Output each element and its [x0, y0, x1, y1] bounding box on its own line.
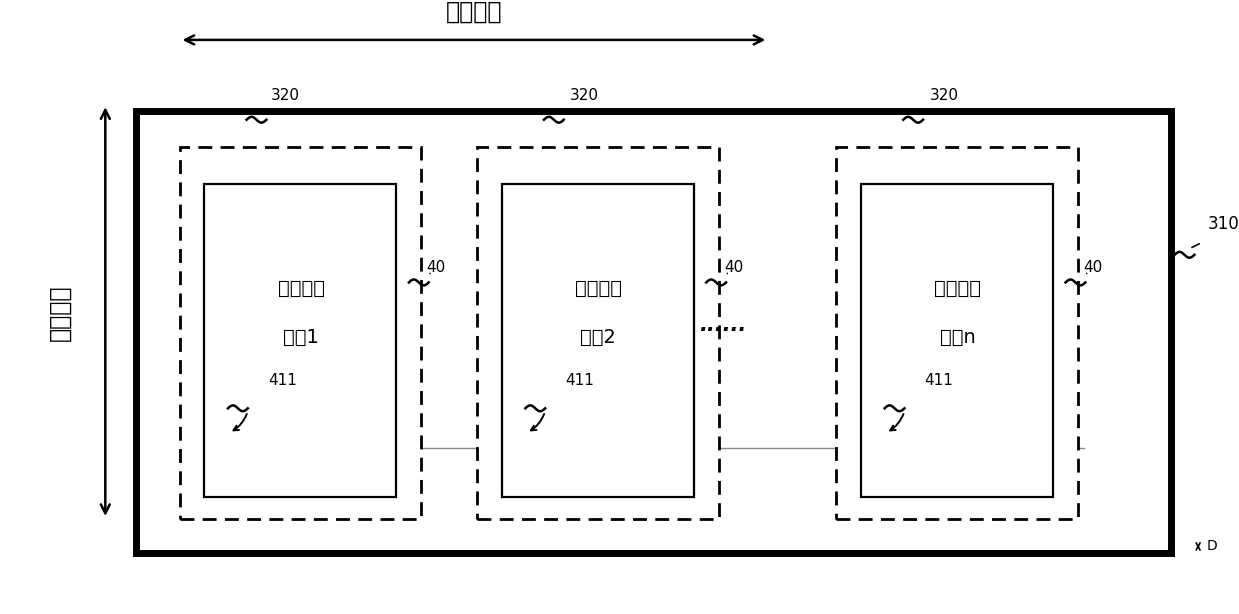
Text: 40: 40 — [426, 260, 446, 274]
Text: 元件2: 元件2 — [581, 328, 616, 347]
Bar — [204, 184, 396, 497]
Bar — [861, 184, 1053, 497]
Bar — [836, 147, 1078, 519]
Text: ......: ...... — [699, 316, 746, 335]
Text: 411: 411 — [268, 373, 297, 388]
Bar — [136, 111, 1171, 553]
Text: 元件n: 元件n — [940, 328, 975, 347]
Text: 默水填充: 默水填充 — [575, 279, 622, 298]
Text: D: D — [1207, 540, 1218, 553]
Text: 320: 320 — [570, 88, 600, 103]
Bar — [477, 147, 719, 519]
Text: 40: 40 — [1083, 260, 1103, 274]
Text: 411: 411 — [924, 373, 954, 388]
Text: 320: 320 — [270, 88, 300, 103]
Text: 默水填充: 默水填充 — [934, 279, 981, 298]
Text: 第二方向: 第二方向 — [47, 285, 72, 341]
Bar — [502, 184, 694, 497]
Text: 320: 320 — [929, 88, 959, 103]
Text: 411: 411 — [565, 373, 595, 388]
Text: 310: 310 — [1208, 216, 1239, 233]
Text: 默水填充: 默水填充 — [278, 279, 325, 298]
Text: 元件1: 元件1 — [284, 328, 318, 347]
Text: 第一方向: 第一方向 — [446, 0, 503, 23]
Bar — [180, 147, 421, 519]
Text: 40: 40 — [724, 260, 743, 274]
